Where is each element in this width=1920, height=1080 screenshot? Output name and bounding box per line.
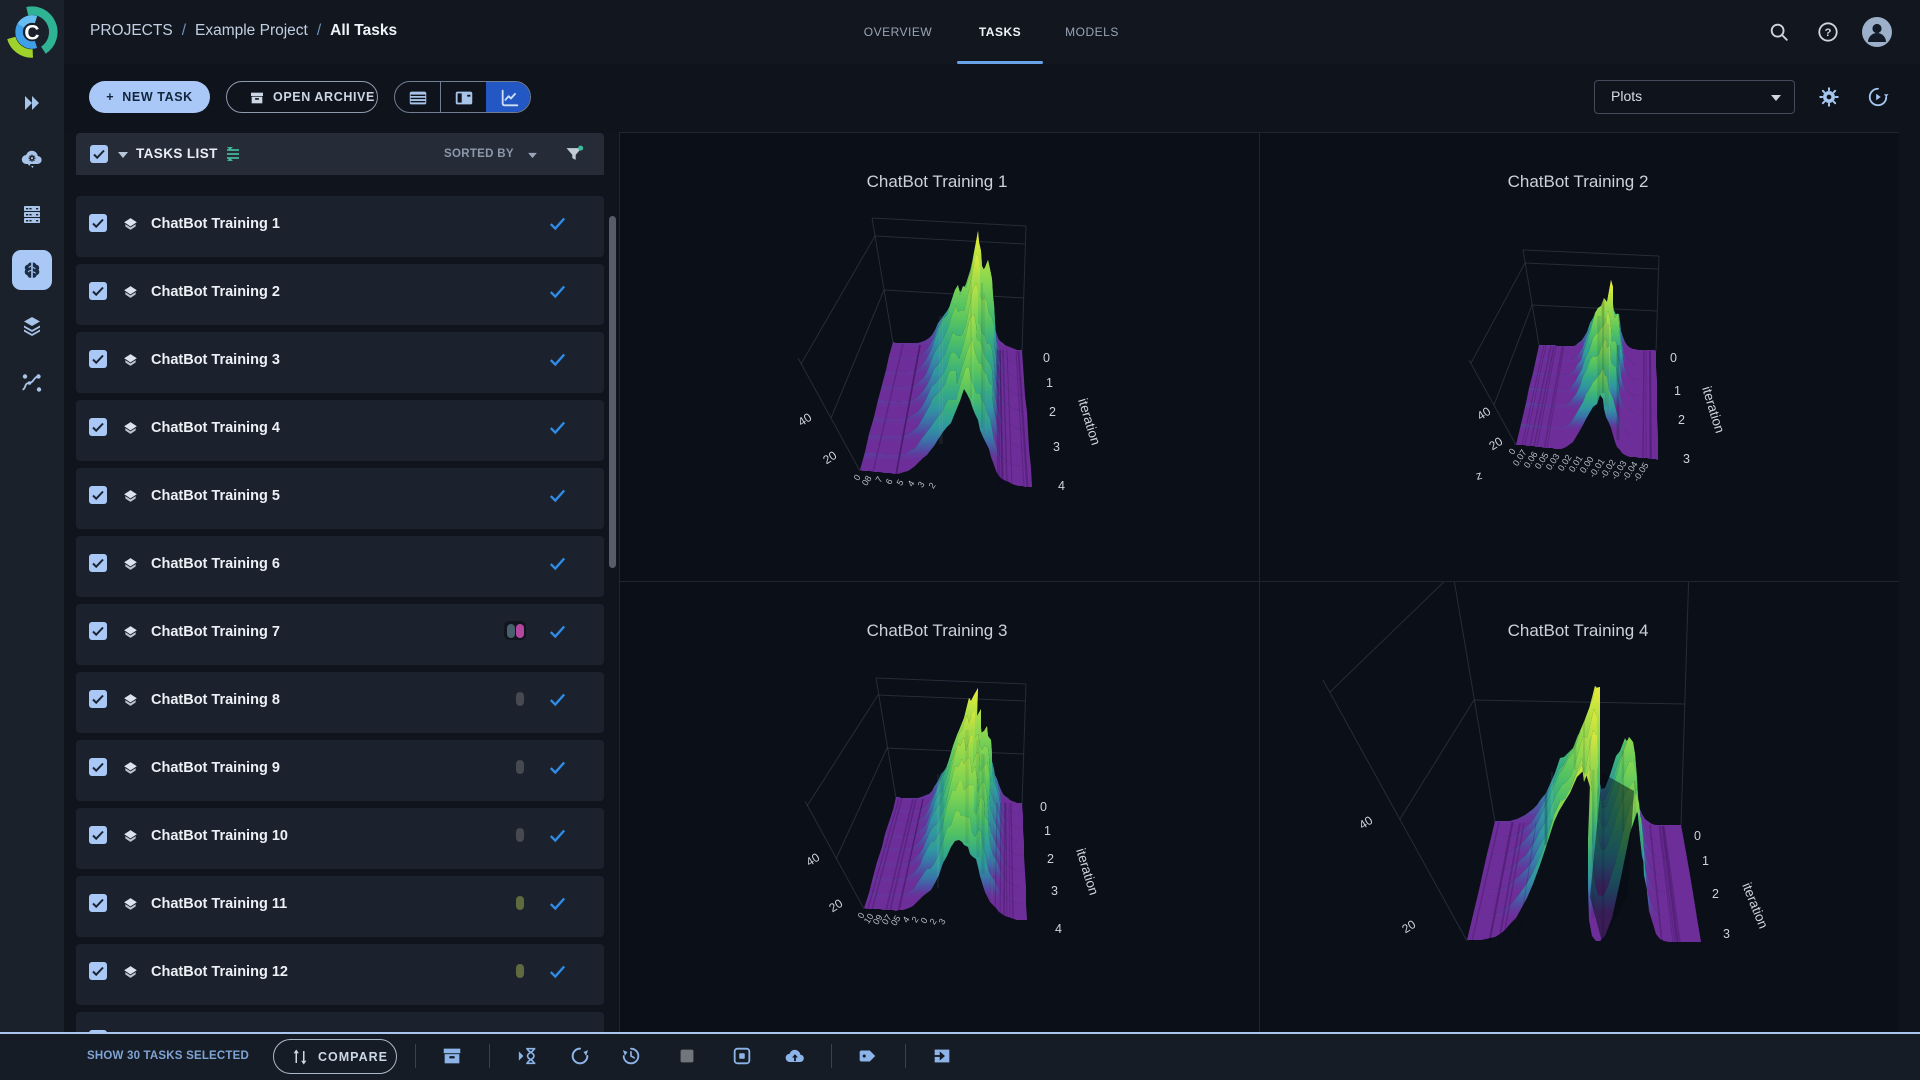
svg-text:iteration: iteration <box>1699 384 1727 434</box>
svg-text:40: 40 <box>803 850 822 869</box>
svg-text:20: 20 <box>826 896 845 915</box>
svg-text:iteration: iteration <box>1739 881 1771 931</box>
svg-text:7: 7 <box>874 475 885 485</box>
svg-text:4: 4 <box>1058 479 1065 493</box>
svg-text:09: 09 <box>871 913 885 927</box>
svg-text:2: 2 <box>910 915 921 925</box>
svg-text:3: 3 <box>1051 884 1058 898</box>
svg-text:3: 3 <box>1053 440 1060 454</box>
svg-text:2: 2 <box>1678 413 1685 427</box>
svg-text:3: 3 <box>1723 927 1730 941</box>
svg-text:2: 2 <box>1712 887 1719 901</box>
svg-text:2: 2 <box>928 917 939 927</box>
svg-text:6: 6 <box>884 477 895 487</box>
svg-text:3: 3 <box>937 917 948 927</box>
svg-text:40: 40 <box>795 410 814 429</box>
svg-text:07: 07 <box>880 913 894 927</box>
svg-text:4: 4 <box>906 479 917 489</box>
svg-text:2: 2 <box>1047 852 1054 866</box>
svg-text:5: 5 <box>895 478 906 488</box>
svg-text:0: 0 <box>856 911 867 921</box>
svg-text:1: 1 <box>1702 854 1709 868</box>
svg-text:ChatBot Training 3: ChatBot Training 3 <box>867 621 1008 640</box>
svg-text:?: ? <box>1825 27 1832 39</box>
svg-text:0: 0 <box>919 916 930 926</box>
svg-text:ChatBot Training 1: ChatBot Training 1 <box>867 172 1008 191</box>
svg-text:0: 0 <box>1507 447 1518 457</box>
svg-text:0: 0 <box>1694 829 1701 843</box>
svg-text:2: 2 <box>927 481 938 491</box>
svg-text:3: 3 <box>916 480 927 490</box>
svg-text:0: 0 <box>1040 800 1047 814</box>
svg-text:20: 20 <box>820 448 839 467</box>
svg-text:2: 2 <box>1049 405 1056 419</box>
svg-text:iteration: iteration <box>1073 846 1101 896</box>
svg-text:ChatBot Training 4: ChatBot Training 4 <box>1508 621 1649 640</box>
svg-text:20: 20 <box>1399 917 1418 936</box>
svg-text:40: 40 <box>1356 813 1375 832</box>
svg-text:iteration: iteration <box>1075 396 1103 446</box>
svg-text:1: 1 <box>1046 376 1053 390</box>
svg-text:3: 3 <box>1683 452 1690 466</box>
svg-text:05: 05 <box>889 914 903 928</box>
svg-text:40: 40 <box>1474 404 1493 423</box>
svg-text:08: 08 <box>860 474 874 488</box>
svg-text:10: 10 <box>862 912 876 926</box>
svg-text:20: 20 <box>1486 434 1505 453</box>
svg-text:0: 0 <box>1670 351 1677 365</box>
svg-text:C: C <box>24 22 39 45</box>
svg-text:4: 4 <box>1055 922 1062 936</box>
svg-text:0: 0 <box>852 473 863 483</box>
svg-text:4: 4 <box>901 915 912 925</box>
svg-text:0: 0 <box>1043 351 1050 365</box>
svg-text:1: 1 <box>1674 384 1681 398</box>
svg-text:1: 1 <box>1044 824 1051 838</box>
svg-text:ChatBot Training 2: ChatBot Training 2 <box>1508 172 1649 191</box>
svg-text:z: z <box>1474 468 1483 483</box>
